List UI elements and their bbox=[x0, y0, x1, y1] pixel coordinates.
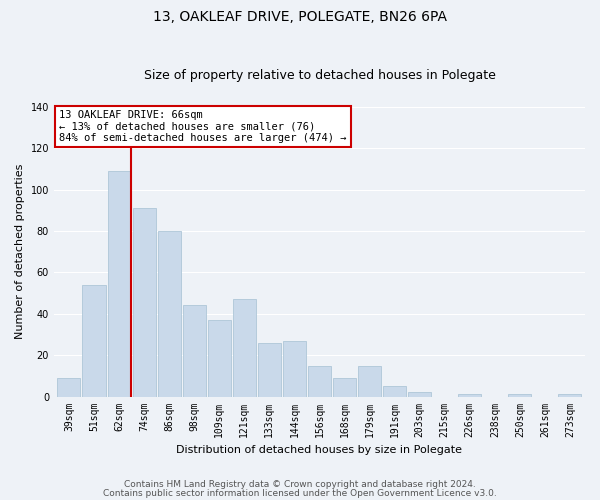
Bar bbox=[333, 378, 356, 396]
Bar bbox=[508, 394, 532, 396]
X-axis label: Distribution of detached houses by size in Polegate: Distribution of detached houses by size … bbox=[176, 445, 463, 455]
Bar bbox=[258, 342, 281, 396]
Bar bbox=[559, 394, 581, 396]
Bar bbox=[133, 208, 155, 396]
Bar bbox=[82, 285, 106, 397]
Y-axis label: Number of detached properties: Number of detached properties bbox=[15, 164, 25, 340]
Bar bbox=[458, 394, 481, 396]
Bar bbox=[158, 231, 181, 396]
Bar bbox=[383, 386, 406, 396]
Bar bbox=[208, 320, 231, 396]
Text: 13 OAKLEAF DRIVE: 66sqm
← 13% of detached houses are smaller (76)
84% of semi-de: 13 OAKLEAF DRIVE: 66sqm ← 13% of detache… bbox=[59, 110, 347, 143]
Bar bbox=[107, 171, 131, 396]
Bar bbox=[283, 340, 306, 396]
Title: Size of property relative to detached houses in Polegate: Size of property relative to detached ho… bbox=[143, 69, 496, 82]
Text: 13, OAKLEAF DRIVE, POLEGATE, BN26 6PA: 13, OAKLEAF DRIVE, POLEGATE, BN26 6PA bbox=[153, 10, 447, 24]
Text: Contains HM Land Registry data © Crown copyright and database right 2024.: Contains HM Land Registry data © Crown c… bbox=[124, 480, 476, 489]
Bar bbox=[358, 366, 381, 396]
Text: Contains public sector information licensed under the Open Government Licence v3: Contains public sector information licen… bbox=[103, 489, 497, 498]
Bar bbox=[233, 300, 256, 396]
Bar bbox=[58, 378, 80, 396]
Bar bbox=[308, 366, 331, 396]
Bar bbox=[182, 306, 206, 396]
Bar bbox=[408, 392, 431, 396]
